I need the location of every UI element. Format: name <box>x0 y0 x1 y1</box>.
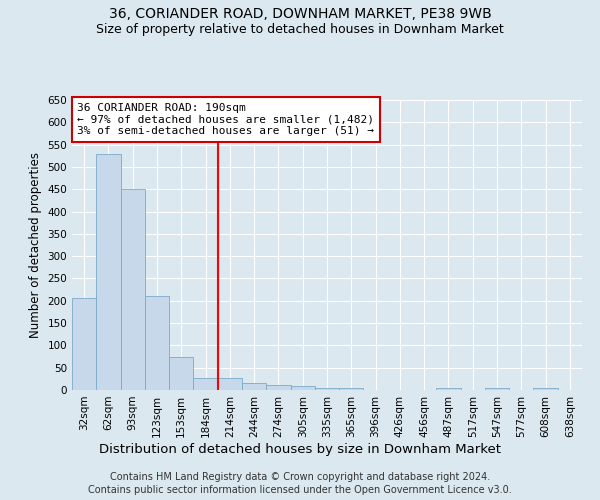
Text: Distribution of detached houses by size in Downham Market: Distribution of detached houses by size … <box>99 442 501 456</box>
Bar <box>290 386 315 390</box>
Bar <box>218 378 242 390</box>
Bar <box>121 189 145 390</box>
Bar <box>242 384 266 390</box>
Text: Contains HM Land Registry data © Crown copyright and database right 2024.: Contains HM Land Registry data © Crown c… <box>110 472 490 482</box>
Bar <box>339 388 364 390</box>
Text: Size of property relative to detached houses in Downham Market: Size of property relative to detached ho… <box>96 22 504 36</box>
Bar <box>266 384 290 390</box>
Bar <box>145 296 169 390</box>
Bar <box>169 356 193 390</box>
Bar <box>193 378 218 390</box>
Text: 36 CORIANDER ROAD: 190sqm
← 97% of detached houses are smaller (1,482)
3% of sem: 36 CORIANDER ROAD: 190sqm ← 97% of detac… <box>77 103 374 136</box>
Text: Contains public sector information licensed under the Open Government Licence v3: Contains public sector information licen… <box>88 485 512 495</box>
Bar <box>533 388 558 390</box>
Y-axis label: Number of detached properties: Number of detached properties <box>29 152 42 338</box>
Bar <box>485 388 509 390</box>
Bar <box>72 298 96 390</box>
Bar <box>96 154 121 390</box>
Text: 36, CORIANDER ROAD, DOWNHAM MARKET, PE38 9WB: 36, CORIANDER ROAD, DOWNHAM MARKET, PE38… <box>109 8 491 22</box>
Bar <box>315 388 339 390</box>
Bar <box>436 388 461 390</box>
